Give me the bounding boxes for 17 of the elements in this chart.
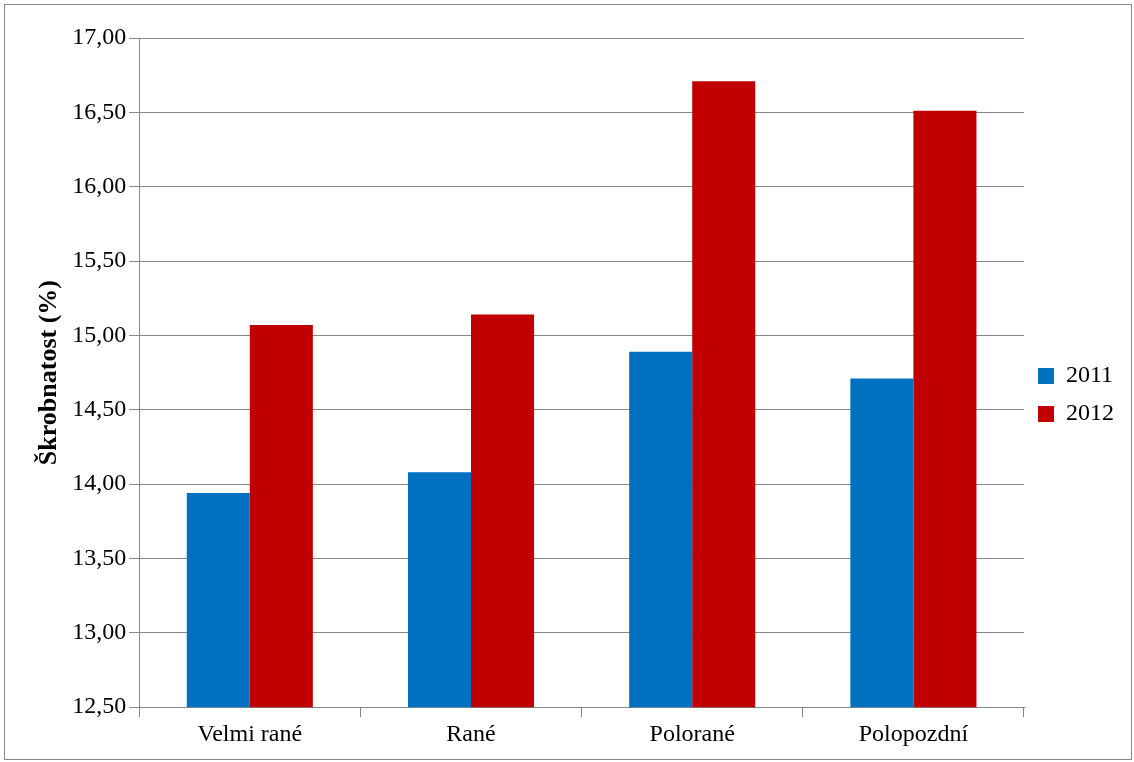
legend-label: 2011 [1066, 361, 1114, 388]
y-tick-label: 13,50 [72, 543, 127, 570]
y-tick-label: 15,50 [72, 246, 127, 273]
y-tick-label: 17,00 [72, 23, 127, 50]
y-tick-label: 16,50 [72, 97, 127, 124]
legend-label: 2012 [1066, 399, 1114, 426]
y-tick-label: 14,50 [72, 395, 127, 422]
y-tick-label: 12,50 [72, 692, 127, 719]
x-tick-label: Rané [446, 719, 496, 746]
x-tick-label: Polorané [649, 719, 735, 746]
y-tick-label: 16,00 [72, 172, 127, 199]
x-tick-label: Polopozdní [858, 719, 969, 746]
y-tick-label: 13,00 [72, 618, 127, 645]
x-tick-label: Velmi rané [197, 719, 303, 746]
y-axis-title: Škrobnatost (%) [33, 280, 63, 466]
y-tick-label: 14,00 [72, 469, 127, 496]
y-tick-label: 15,00 [72, 320, 127, 347]
